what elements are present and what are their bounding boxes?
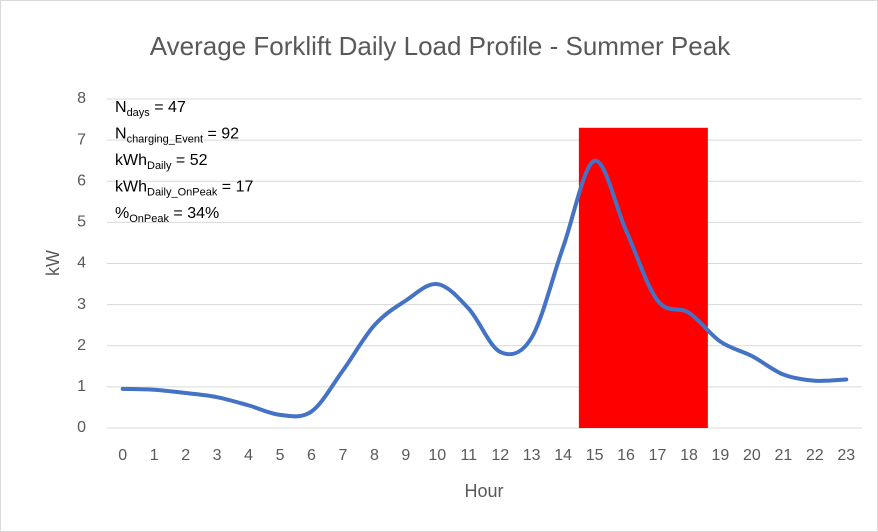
annotation-main: N xyxy=(115,126,127,143)
x-tick-label: 22 xyxy=(806,447,824,464)
x-tick-label: 19 xyxy=(712,447,730,464)
x-tick-label: 1 xyxy=(150,447,159,464)
annotation-sub: Daily_OnPeak xyxy=(147,186,218,198)
x-tick-label: 17 xyxy=(649,447,667,464)
x-tick-label: 4 xyxy=(244,447,253,464)
on-peak-band xyxy=(578,127,708,428)
x-tick-label: 16 xyxy=(617,447,635,464)
x-tick-label: 8 xyxy=(370,447,379,464)
annotation-value: = 17 xyxy=(217,179,253,196)
annotation-sub: Daily xyxy=(147,160,172,172)
annotation-sub: OnPeak xyxy=(129,213,169,225)
x-tick-label: 20 xyxy=(743,447,761,464)
annotation-main: kWh xyxy=(115,152,147,169)
annotation: %OnPeak = 34% xyxy=(115,205,219,225)
annotation-value: = 47 xyxy=(150,99,186,116)
annotation-sub: charging_Event xyxy=(127,133,203,145)
x-tick-label: 7 xyxy=(338,447,347,464)
y-tick-label: 2 xyxy=(77,337,86,354)
x-axis-label: Hour xyxy=(464,481,503,501)
y-tick-label: 8 xyxy=(77,90,86,107)
x-tick-label: 18 xyxy=(680,447,698,464)
x-tick-label: 11 xyxy=(460,447,477,464)
annotation: kWhDaily_OnPeak = 17 xyxy=(115,179,253,199)
annotation-sub: days xyxy=(127,107,151,119)
annotation-value: = 52 xyxy=(171,152,207,169)
annotation-main: % xyxy=(115,205,129,222)
annotation-value: = 34% xyxy=(169,205,219,222)
chart-title: Average Forklift Daily Load Profile - Su… xyxy=(150,31,731,61)
y-tick-label: 3 xyxy=(77,296,86,313)
x-tick-label: 6 xyxy=(307,447,316,464)
annotation: kWhDaily = 52 xyxy=(115,152,208,172)
annotation-main: kWh xyxy=(115,179,147,196)
x-tick-label: 10 xyxy=(428,447,446,464)
y-tick-label: 7 xyxy=(77,131,86,148)
x-tick-label: 13 xyxy=(523,447,541,464)
annotation: Ncharging_Event = 92 xyxy=(115,126,239,146)
x-tick-label: 23 xyxy=(837,447,855,464)
y-tick-label: 1 xyxy=(77,378,86,395)
annotation-main: N xyxy=(115,99,127,116)
annotation-value: = 92 xyxy=(203,126,239,143)
x-tick-label: 9 xyxy=(401,447,410,464)
x-tick-label: 2 xyxy=(181,447,190,464)
y-tick-label: 6 xyxy=(77,172,86,189)
x-tick-label: 12 xyxy=(491,447,509,464)
x-tick-label: 21 xyxy=(774,447,792,464)
series-line xyxy=(120,158,849,419)
x-tick-label: 14 xyxy=(554,447,572,464)
y-tick-label: 5 xyxy=(77,214,86,231)
x-tick-label: 5 xyxy=(276,447,285,464)
x-tick-label: 15 xyxy=(586,447,604,464)
y-axis-label: kW xyxy=(43,250,63,276)
annotation: Ndays = 47 xyxy=(115,99,186,119)
x-tick-label: 0 xyxy=(118,447,127,464)
y-tick-label: 0 xyxy=(77,419,86,436)
y-tick-label: 4 xyxy=(77,255,86,272)
x-tick-label: 3 xyxy=(213,447,222,464)
